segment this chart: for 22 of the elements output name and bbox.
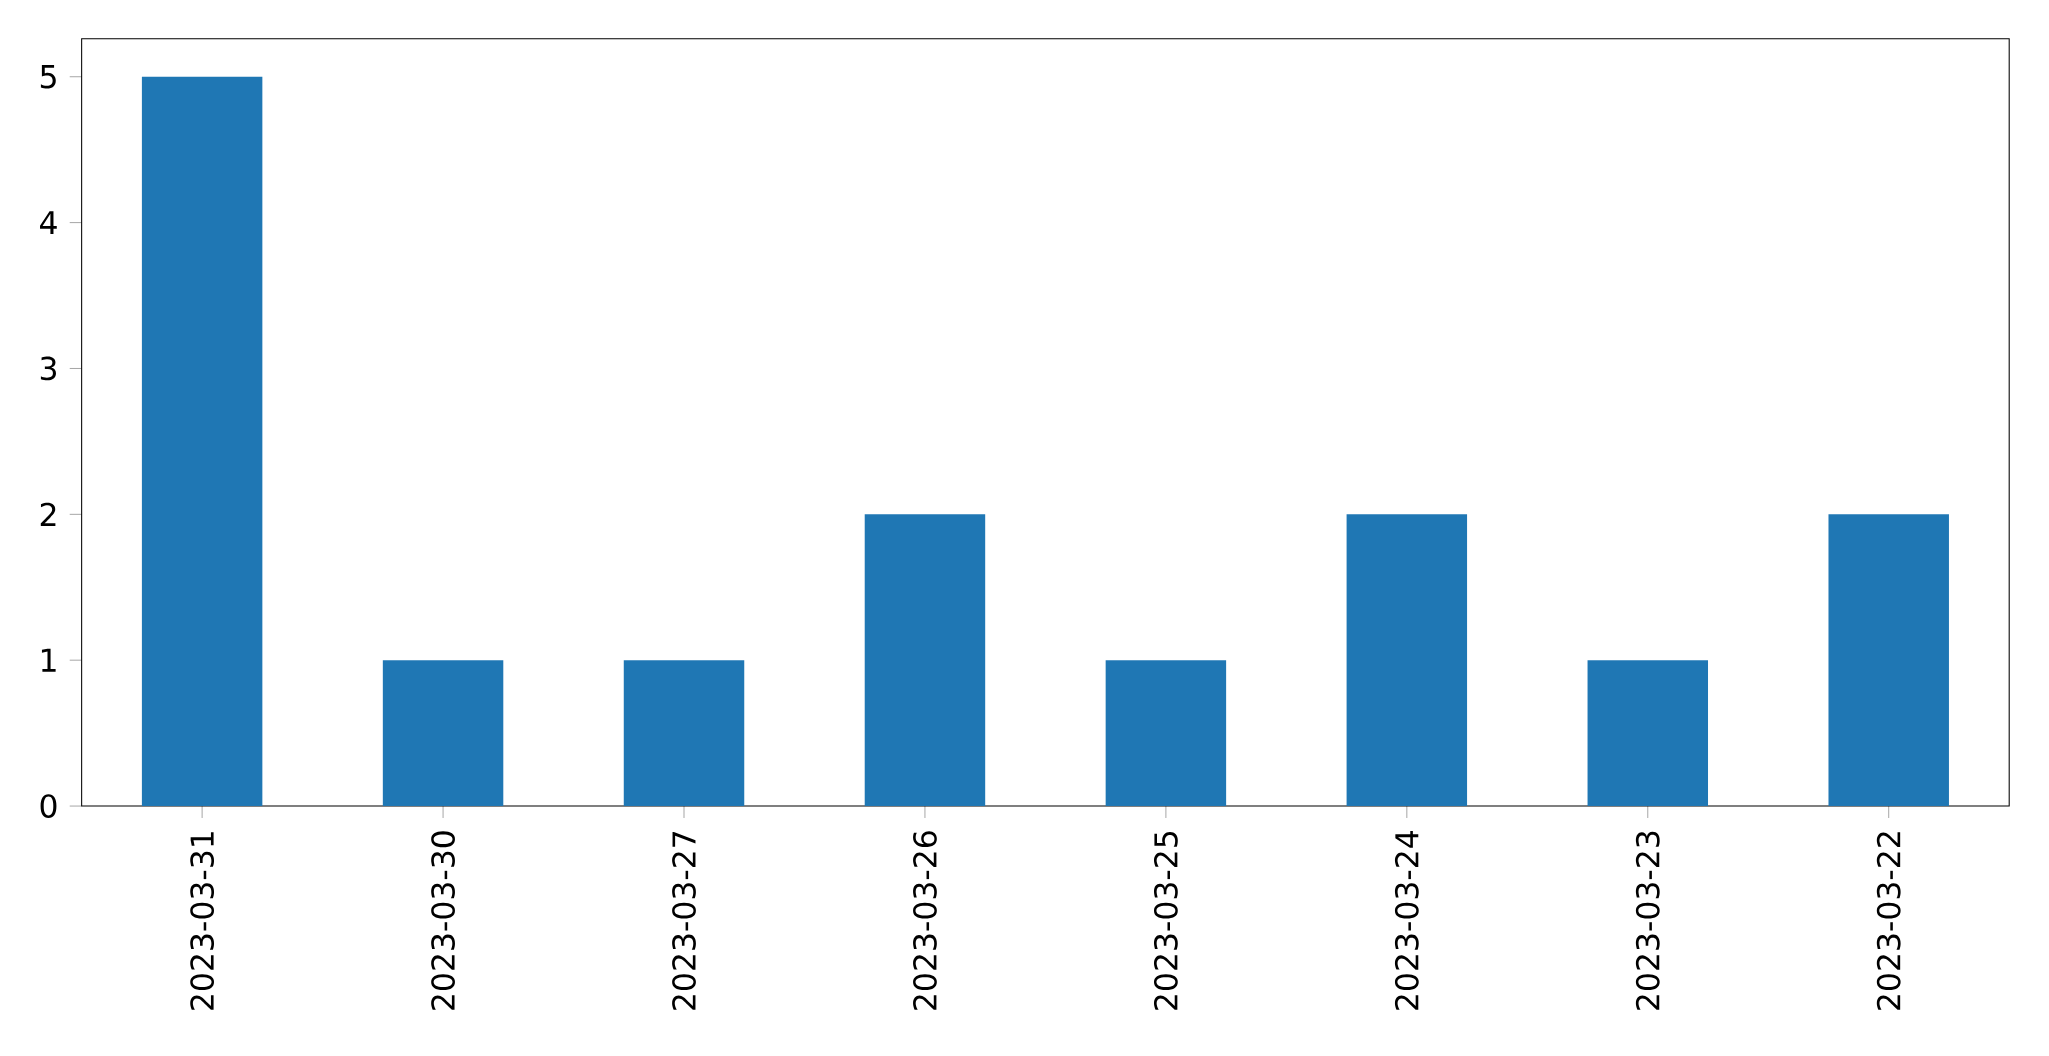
x-tick-label: 2023-03-22: [1876, 832, 1901, 1010]
bar: [382, 660, 504, 807]
bar: [864, 514, 986, 807]
x-tick-label: 2023-03-23: [1635, 831, 1660, 1010]
bar: [1346, 514, 1468, 807]
y-tick-label: 1: [41, 648, 56, 672]
bar: [141, 76, 263, 807]
x-tick-label: 2023-03-25: [1153, 832, 1178, 1010]
x-tick-label: 2023-03-24: [1394, 831, 1419, 1010]
y-tick-label: 2: [40, 502, 56, 527]
bar: [623, 660, 745, 807]
x-tick-label: 2023-03-27: [672, 832, 696, 1010]
y-tick-label: 3: [40, 356, 56, 381]
x-tick-label: 2023-03-30: [431, 831, 455, 1010]
x-tick-label: 2023-03-26: [913, 831, 937, 1010]
y-tick-label: 4: [40, 211, 57, 235]
y-tick-label: 0: [40, 794, 57, 819]
y-tick-label: 5: [40, 65, 56, 89]
bar: [1105, 660, 1227, 807]
bar: [1828, 514, 1949, 807]
bar: [1587, 660, 1709, 807]
x-tick-label: 2023-03-31: [190, 832, 215, 1010]
